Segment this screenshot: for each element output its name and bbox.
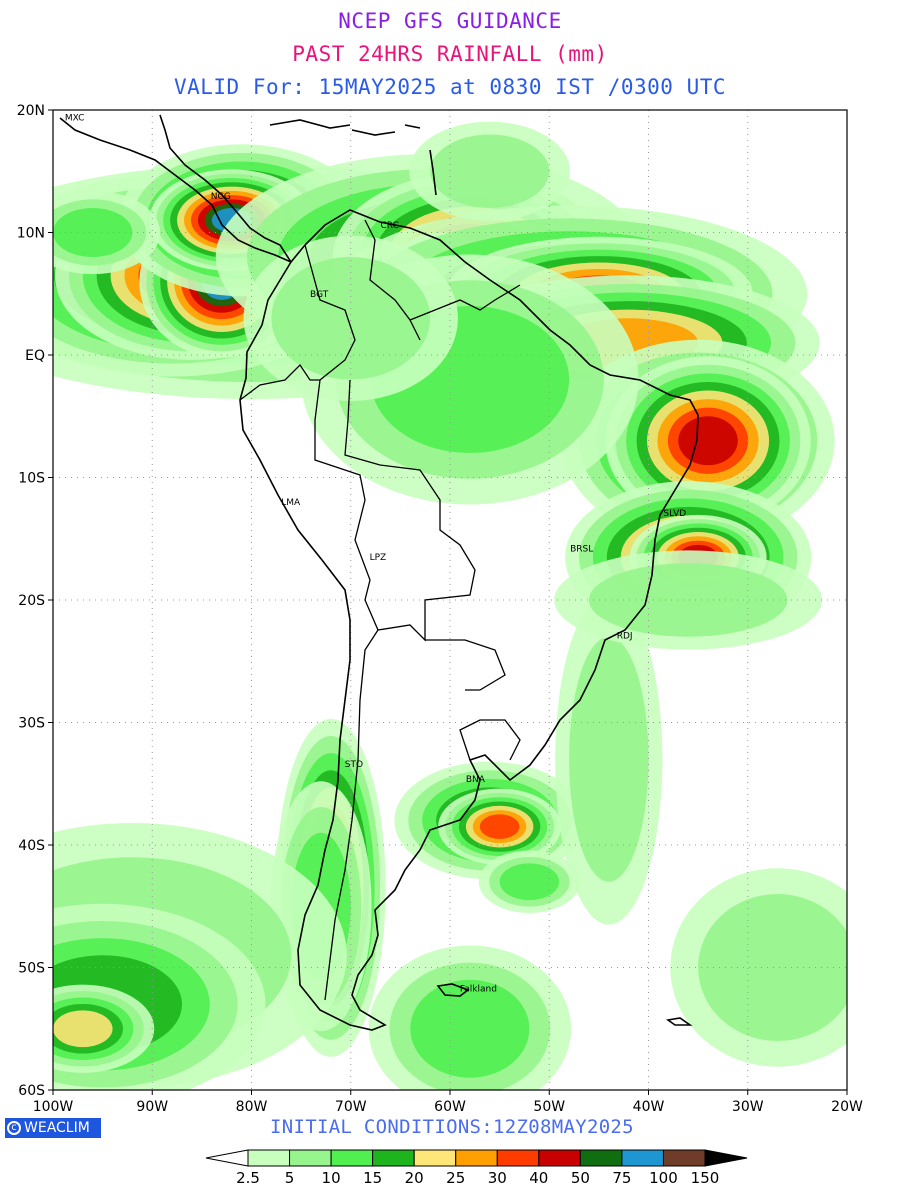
legend-swatch (330, 1149, 374, 1167)
legend-label: 15 (363, 1169, 382, 1187)
lat-lon-grid (48, 109, 848, 1095)
rain-region (499, 863, 560, 901)
city-label: BGT (310, 290, 329, 300)
title-variable: PAST 24HRS RAINFALL (mm) (292, 42, 608, 66)
legend-swatch (413, 1149, 457, 1167)
rain-region (588, 563, 788, 637)
legend-label: 25 (446, 1169, 465, 1187)
brand-name: WEACLIM (24, 1120, 90, 1136)
legend-label: 75 (612, 1169, 631, 1187)
title-model: NCEP GFS GUIDANCE (338, 9, 562, 33)
legend-label: 40 (529, 1169, 548, 1187)
title-valid-time: VALID For: 15MAY2025 at 0830 IST /0300 U… (173, 75, 726, 99)
lat-label: 20N (17, 103, 45, 119)
legend-swatch (662, 1149, 706, 1167)
city-label: BNA (466, 775, 486, 785)
lon-label: 60W (434, 1099, 466, 1115)
legend-label: 150 (691, 1169, 720, 1187)
city-label: NCG (211, 192, 231, 202)
rain-region (678, 416, 738, 466)
lon-label: 90W (136, 1099, 168, 1115)
lon-label: 20W (831, 1099, 863, 1115)
rain-region (53, 208, 133, 257)
legend-label: 2.5 (236, 1169, 260, 1187)
city-label: MXC (65, 113, 85, 123)
legend-label: 50 (571, 1169, 590, 1187)
legend-swatch (538, 1149, 581, 1167)
weaclim-logo: c WEACLIM (5, 1118, 101, 1138)
rain-region (698, 894, 847, 1041)
lon-label: 100W (33, 1099, 74, 1115)
rain-region (479, 814, 520, 839)
city-label: BRSL (570, 545, 593, 555)
legend-swatch (455, 1149, 498, 1167)
legend-label: 5 (285, 1169, 295, 1187)
color-legend: 2.5 5 10 15 20 25 30 40 50 75 100 150 (205, 1149, 748, 1187)
lat-label: 10S (18, 471, 45, 487)
legend-swatch (579, 1149, 623, 1167)
lat-label: 50S (18, 961, 45, 977)
central-america-coastline (59, 117, 292, 263)
lat-label: 10N (17, 226, 45, 242)
lat-label: 30S (18, 716, 45, 732)
legend-swatch (496, 1149, 540, 1167)
rain-region (569, 636, 649, 882)
rain-region (430, 134, 550, 208)
legend-swatch (247, 1149, 291, 1167)
caribbean-islands (269, 119, 437, 196)
coastlines-borders (59, 114, 699, 1031)
city-label: STO (345, 760, 363, 770)
plot-frame (52, 109, 848, 1091)
city-label: RDJ (617, 632, 633, 642)
legend-label: 20 (405, 1169, 424, 1187)
initial-conditions: INITIAL CONDITIONS:12Z08MAY2025 (270, 1116, 634, 1138)
rain-region (271, 257, 431, 380)
city-label: CRC (381, 221, 399, 231)
longitude-labels: 100W 90W 80W 70W 60W 50W 40W 30W 20W (33, 1099, 863, 1115)
city-label: SLVD (663, 509, 686, 519)
south-america-coastline (239, 209, 699, 1031)
lon-label: 50W (533, 1099, 565, 1115)
lon-label: 30W (732, 1099, 764, 1115)
city-labels: MXC NCG CRC BGT LMA LPZ BRSL SLVD RDJ STO BNA Falkl… (65, 113, 686, 994)
city-label: Falkland (460, 984, 497, 994)
lat-label: 60S (18, 1083, 45, 1099)
lon-label: 80W (236, 1099, 268, 1115)
legend-label: 30 (488, 1169, 507, 1187)
lat-label: 40S (18, 838, 45, 854)
legend-label: 100 (649, 1169, 678, 1187)
rain-region (410, 979, 530, 1078)
city-label: LMA (281, 498, 301, 508)
falkland-islands (436, 983, 470, 997)
legend-swatch (372, 1149, 415, 1167)
latitude-labels: 20N 10N EQ 10S 20S 30S 40S 50S 60S (17, 103, 45, 1099)
legend-arrow-low (205, 1149, 249, 1167)
city-label: LPZ (370, 553, 387, 563)
legend-label: 10 (322, 1169, 341, 1187)
legend-swatch (289, 1149, 332, 1167)
lon-label: 40W (633, 1099, 665, 1115)
lon-label: 70W (335, 1099, 367, 1115)
rainfall-shading (53, 121, 847, 1090)
lat-label: EQ (25, 348, 45, 364)
rain-region (53, 1010, 113, 1048)
south-georgia (665, 1017, 693, 1026)
country-borders (239, 219, 521, 1001)
legend-swatch (621, 1149, 664, 1167)
copyright-icon: c (7, 1121, 21, 1135)
legend-arrow-high (704, 1149, 748, 1167)
lat-label: 20S (18, 593, 45, 609)
